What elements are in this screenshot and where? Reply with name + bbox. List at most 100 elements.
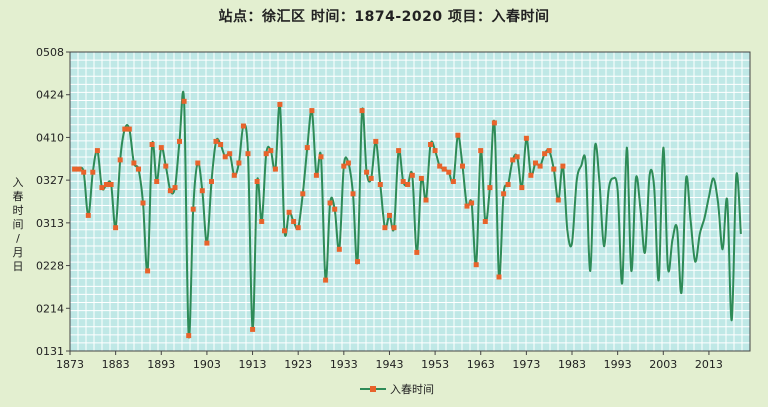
data-point[interactable] [300, 191, 306, 197]
data-point[interactable] [126, 126, 132, 132]
data-point[interactable] [282, 228, 287, 234]
data-point[interactable] [560, 163, 566, 169]
data-point[interactable] [108, 182, 114, 187]
data-point[interactable] [460, 163, 465, 169]
data-point[interactable] [277, 101, 283, 107]
data-point[interactable] [432, 148, 438, 154]
data-point[interactable] [236, 160, 242, 166]
data-point[interactable] [368, 175, 374, 181]
data-point[interactable] [72, 166, 78, 172]
data-point[interactable] [469, 200, 475, 206]
data-point[interactable] [537, 163, 543, 169]
data-point[interactable] [546, 148, 552, 154]
data-point[interactable] [482, 219, 488, 224]
data-point[interactable] [318, 154, 324, 160]
data-point[interactable] [405, 182, 411, 187]
data-point[interactable] [350, 191, 356, 197]
data-point[interactable] [204, 240, 210, 246]
data-point[interactable] [400, 179, 406, 184]
data-point[interactable] [94, 148, 100, 154]
data-point[interactable] [117, 157, 123, 163]
data-point[interactable] [272, 166, 278, 172]
data-point[interactable] [355, 259, 360, 265]
data-point[interactable] [140, 200, 146, 206]
data-point[interactable] [478, 148, 484, 154]
data-point[interactable] [186, 333, 192, 339]
data-point[interactable] [423, 197, 429, 203]
data-point[interactable] [90, 169, 96, 175]
data-point[interactable] [263, 151, 269, 157]
data-point[interactable] [450, 179, 456, 184]
data-point[interactable] [145, 268, 151, 274]
data-point[interactable] [268, 148, 274, 154]
data-point[interactable] [85, 212, 91, 218]
data-point[interactable] [514, 154, 520, 160]
data-point[interactable] [195, 160, 201, 166]
data-point[interactable] [309, 108, 315, 114]
data-point[interactable] [555, 197, 561, 203]
legend[interactable]: 入春时间 [360, 381, 434, 397]
data-point[interactable] [519, 185, 525, 191]
data-point[interactable] [245, 151, 251, 157]
data-point[interactable] [523, 135, 529, 141]
data-point[interactable] [240, 123, 246, 129]
data-point[interactable] [131, 160, 137, 166]
data-point[interactable] [336, 246, 342, 252]
data-point[interactable] [441, 166, 447, 172]
data-point[interactable] [76, 166, 82, 172]
data-point[interactable] [359, 108, 365, 114]
data-point[interactable] [496, 274, 502, 280]
data-point[interactable] [542, 151, 548, 157]
data-point[interactable] [172, 185, 178, 191]
data-point[interactable] [209, 179, 214, 184]
data-point[interactable] [254, 179, 260, 184]
data-point[interactable] [332, 206, 338, 212]
data-point[interactable] [327, 200, 333, 206]
data-point[interactable] [533, 160, 538, 166]
data-point[interactable] [464, 203, 470, 209]
data-point[interactable] [177, 138, 182, 144]
data-point[interactable] [323, 277, 329, 283]
data-point[interactable] [428, 142, 433, 147]
data-point[interactable] [437, 163, 443, 169]
data-point[interactable] [487, 185, 493, 191]
data-point[interactable] [491, 120, 497, 126]
data-point[interactable] [387, 212, 392, 218]
data-point[interactable] [304, 145, 310, 151]
data-point[interactable] [409, 172, 415, 178]
data-point[interactable] [510, 157, 516, 163]
data-point[interactable] [341, 163, 347, 169]
data-point[interactable] [231, 172, 237, 178]
data-point[interactable] [414, 249, 420, 255]
data-point[interactable] [391, 225, 397, 231]
data-point[interactable] [373, 138, 379, 144]
data-point[interactable] [377, 182, 383, 187]
data-point[interactable] [99, 185, 105, 191]
data-point[interactable] [163, 163, 169, 169]
data-point[interactable] [113, 225, 119, 231]
data-point[interactable] [551, 166, 557, 172]
data-point[interactable] [154, 179, 160, 184]
data-point[interactable] [122, 126, 128, 132]
data-point[interactable] [181, 98, 187, 104]
data-point[interactable] [213, 138, 219, 144]
data-point[interactable] [382, 225, 388, 231]
data-point[interactable] [222, 154, 228, 160]
data-point[interactable] [81, 169, 87, 175]
data-point[interactable] [396, 148, 402, 154]
data-point[interactable] [250, 326, 256, 332]
data-point[interactable] [313, 172, 319, 178]
data-point[interactable] [291, 219, 297, 224]
data-point[interactable] [136, 166, 141, 172]
data-point[interactable] [473, 262, 479, 268]
data-point[interactable] [345, 160, 351, 166]
data-point[interactable] [446, 169, 452, 175]
data-point[interactable] [286, 209, 292, 215]
data-point[interactable] [501, 191, 507, 197]
data-point[interactable] [295, 225, 301, 231]
data-point[interactable] [167, 188, 173, 194]
data-point[interactable] [455, 132, 461, 138]
data-point[interactable] [149, 142, 155, 147]
data-point[interactable] [364, 169, 370, 175]
data-point[interactable] [218, 142, 224, 147]
